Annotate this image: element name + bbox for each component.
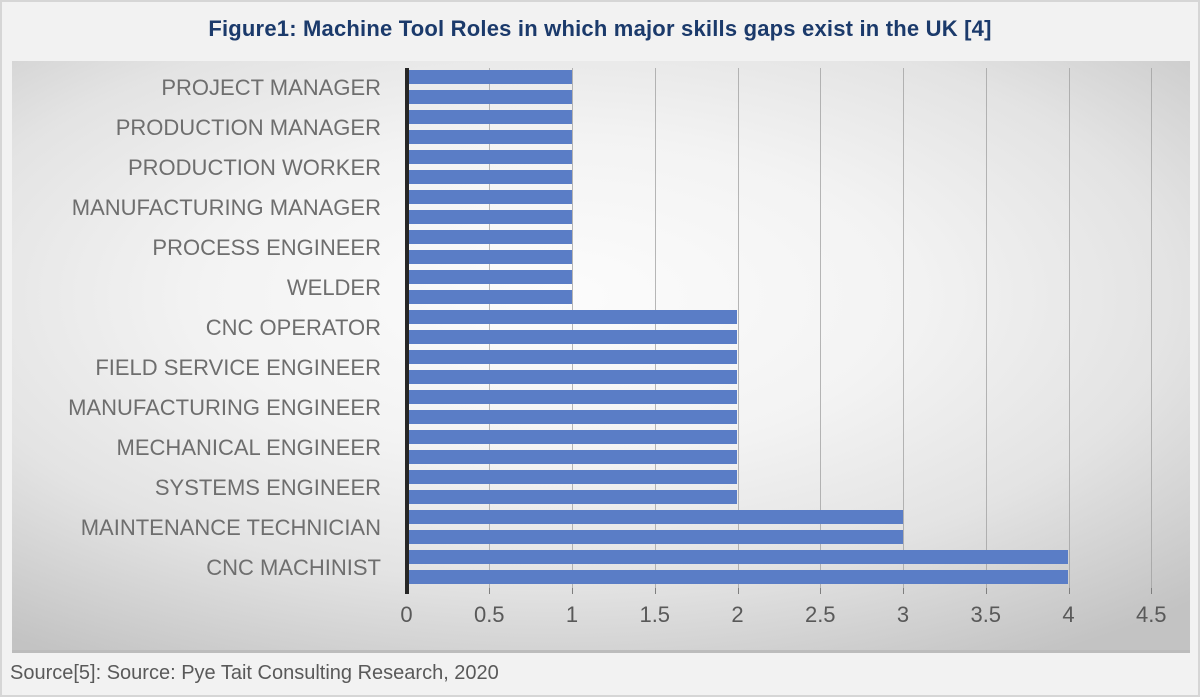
category-row: MANUFACTURING ENGINEER — [12, 388, 1190, 428]
plot-area: PROJECT MANAGER PRODUCTION MANAGER PRODUCT… — [12, 61, 1190, 650]
x-axis-tick-mark — [572, 588, 573, 594]
category-label: FIELD SERVICE ENGINEER — [95, 355, 381, 380]
x-axis-tick-mark — [737, 588, 739, 594]
bar — [408, 390, 737, 426]
vertical-gridline — [985, 68, 987, 588]
category-label: WELDER — [286, 275, 381, 300]
category-label: CNC OPERATOR — [205, 315, 381, 340]
bar-zone — [394, 428, 1190, 468]
bar-zone — [394, 268, 1190, 308]
x-axis-tick-label: 1.5 — [639, 602, 671, 627]
bar — [408, 230, 572, 266]
category-row: PRODUCTION WORKER — [12, 148, 1190, 188]
category-row: MECHANICAL ENGINEER — [12, 428, 1190, 468]
x-axis-tick-mark — [985, 588, 987, 594]
bar — [408, 110, 572, 146]
vertical-gridline — [820, 68, 822, 588]
x-axis-tick-label: 3.5 — [970, 602, 1002, 627]
x-axis-tick-mark — [1068, 588, 1070, 594]
x-axis-tick-label: 0 — [400, 602, 413, 627]
bar-zone — [394, 548, 1190, 588]
bar — [408, 70, 572, 106]
vertical-gridline — [1068, 68, 1070, 588]
x-axis-tick-label: 3 — [896, 602, 910, 627]
category-row: FIELD SERVICE ENGINEER — [12, 348, 1190, 388]
vertical-gridline — [1151, 68, 1153, 588]
bar — [408, 150, 572, 186]
category-label: MAINTENANCE TECHNICIAN — [80, 515, 381, 540]
x-axis-tick-mark — [903, 588, 904, 594]
category-row: PROCESS ENGINEER — [12, 228, 1190, 268]
category-row: CNC OPERATOR — [12, 308, 1190, 348]
x-axis-tick-label: 2 — [731, 602, 744, 627]
x-axis-tick-mark — [654, 588, 656, 594]
category-label: MECHANICAL ENGINEER — [116, 435, 381, 460]
category-row: PRODUCTION MANAGER — [12, 108, 1190, 148]
x-axis-tick-mark — [820, 588, 822, 594]
vertical-gridline — [903, 68, 904, 588]
bar-zone — [394, 308, 1190, 348]
x-axis-tick-label: 4.5 — [1135, 602, 1167, 627]
category-row: PROJECT MANAGER — [12, 68, 1190, 108]
bar — [408, 510, 903, 546]
x-axis-tick-label: 4 — [1062, 602, 1075, 627]
x-axis-tick-label: 2.5 — [804, 602, 836, 627]
source-caption: Source[5]: Source: Pye Tait Consulting R… — [10, 662, 499, 684]
bar — [408, 190, 572, 226]
category-label: PROCESS ENGINEER — [152, 235, 381, 260]
x-axis-tick-label: 0.5 — [473, 602, 505, 627]
bar-zone — [394, 108, 1190, 148]
bar-zone — [394, 388, 1190, 428]
bar — [408, 470, 737, 506]
bar-zone — [394, 468, 1190, 508]
vertical-gridline — [737, 68, 739, 588]
y-axis-line — [404, 68, 409, 594]
bar-zone — [394, 508, 1190, 548]
x-axis-tick-label: 1 — [565, 602, 579, 627]
category-row: MANUFACTURING MANAGER — [12, 188, 1190, 228]
category-row: WELDER — [12, 268, 1190, 308]
category-label: MANUFACTURING MANAGER — [71, 195, 381, 220]
category-row: CNC MACHINIST — [12, 548, 1190, 588]
x-axis-tick-mark — [1151, 588, 1153, 594]
category-label: PROJECT MANAGER — [161, 75, 381, 100]
bar — [408, 270, 572, 306]
bar-zone — [394, 188, 1190, 228]
category-label: SYSTEMS ENGINEER — [154, 475, 381, 500]
bar-zone — [394, 228, 1190, 268]
category-label: CNC MACHINIST — [206, 555, 381, 580]
bar-zone — [394, 348, 1190, 388]
bar — [408, 310, 737, 346]
bar — [408, 350, 737, 386]
bar — [408, 550, 1068, 586]
category-label: MANUFACTURING ENGINEER — [68, 395, 381, 420]
x-axis-tick-mark — [489, 588, 491, 594]
bar — [408, 430, 737, 466]
category-row: MAINTENANCE TECHNICIAN — [12, 508, 1190, 548]
chart-area: PROJECT MANAGER PRODUCTION MANAGER PRODUCT… — [12, 61, 1190, 653]
category-row: SYSTEMS ENGINEER — [12, 468, 1190, 508]
category-label: PRODUCTION MANAGER — [115, 115, 381, 140]
figure-title: Figure1: Machine Tool Roles in which maj… — [208, 16, 992, 41]
bar-zone — [394, 68, 1190, 108]
category-label: PRODUCTION WORKER — [128, 155, 381, 180]
bar-zone — [394, 148, 1190, 188]
